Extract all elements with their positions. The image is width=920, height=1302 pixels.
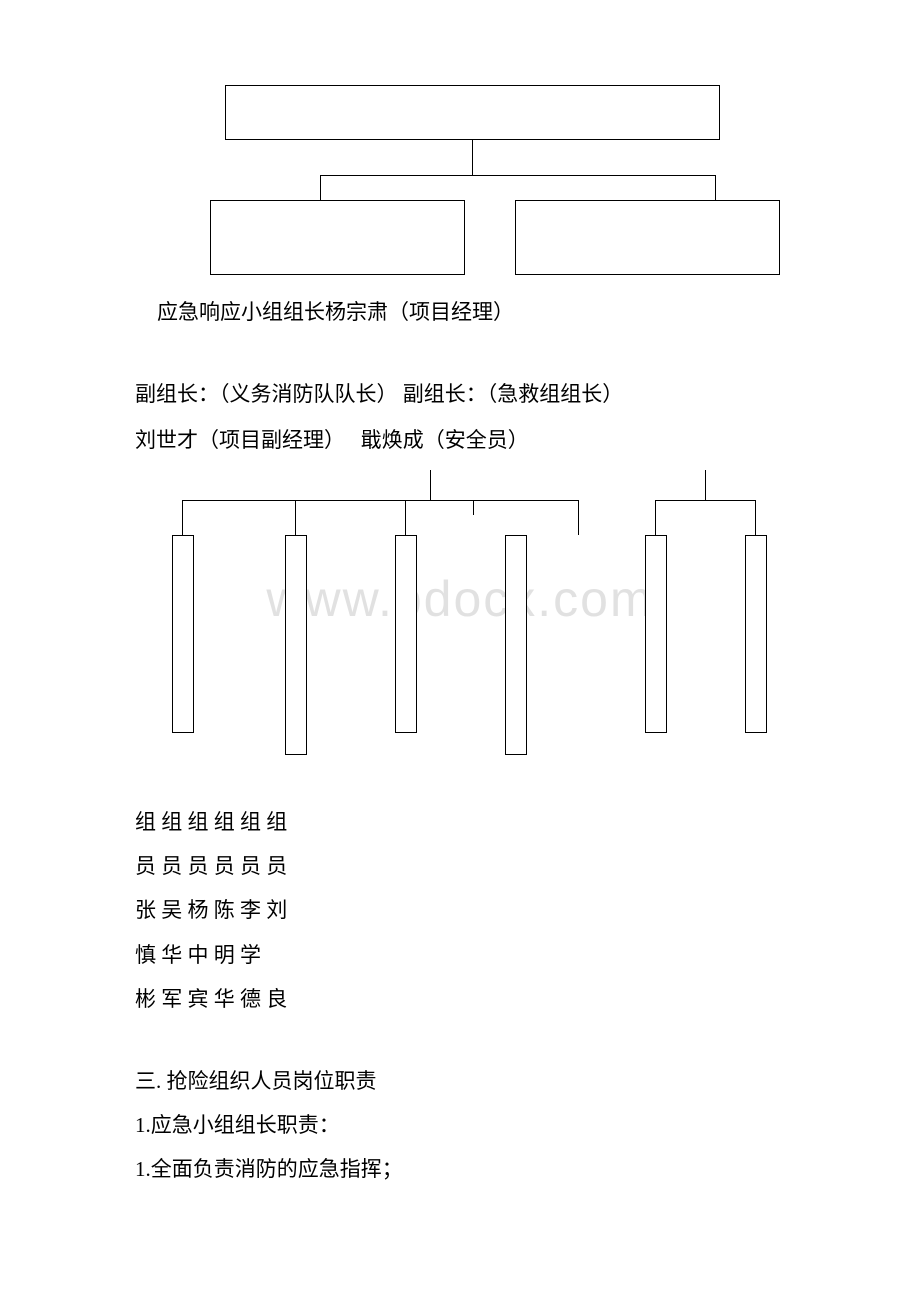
org-chart-top xyxy=(225,85,785,280)
member-box xyxy=(285,535,307,755)
connector-line xyxy=(473,500,474,515)
members-row: 慎 华 中 明 学 xyxy=(135,933,790,977)
connector-line xyxy=(655,500,755,501)
connector-line xyxy=(182,500,183,535)
org-chart-members xyxy=(150,470,790,750)
page-container: 应急响应小组组长杨宗肃（项目经理） 副组长：（义务消防队队长） 副组长：（急救组… xyxy=(0,0,920,1191)
connector-line xyxy=(715,175,716,200)
members-row: 张 吴 杨 陈 李 刘 xyxy=(135,888,790,932)
members-row: 彬 军 宾 华 德 良 xyxy=(135,977,790,1021)
deputies-line2: 刘世才（项目副经理） 戢焕成（安全员） xyxy=(135,418,790,462)
section3-item1: 1.应急小组组长职责： xyxy=(135,1103,790,1147)
deputies-line1: 副组长：（义务消防队队长） 副组长：（急救组组长） xyxy=(135,372,790,416)
connector-line xyxy=(295,500,296,535)
connector-line xyxy=(705,470,706,500)
connector-line xyxy=(405,500,406,535)
org-box-deputy-right xyxy=(515,200,780,275)
org-box-deputy-left xyxy=(210,200,465,275)
connector-line xyxy=(182,500,578,501)
connector-line xyxy=(320,175,715,176)
connector-line xyxy=(755,500,756,535)
connector-line xyxy=(430,470,431,500)
member-box xyxy=(395,535,417,733)
chart1-caption: 应急响应小组组长杨宗肃（项目经理） xyxy=(157,290,790,334)
member-box xyxy=(172,535,194,733)
member-box xyxy=(505,535,527,755)
connector-line xyxy=(655,500,656,535)
connector-line xyxy=(320,175,321,200)
section3-item1-1: 1.全面负责消防的应急指挥； xyxy=(135,1147,790,1191)
members-row: 员 员 员 员 员 员 xyxy=(135,844,790,888)
member-box xyxy=(745,535,767,733)
members-row: 组 组 组 组 组 组 xyxy=(135,800,790,844)
section3-heading: 三. 抢险组织人员岗位职责 xyxy=(135,1059,790,1103)
member-box xyxy=(645,535,667,733)
org-box-leader xyxy=(225,85,720,140)
connector-line xyxy=(472,140,473,175)
connector-line xyxy=(578,500,579,535)
